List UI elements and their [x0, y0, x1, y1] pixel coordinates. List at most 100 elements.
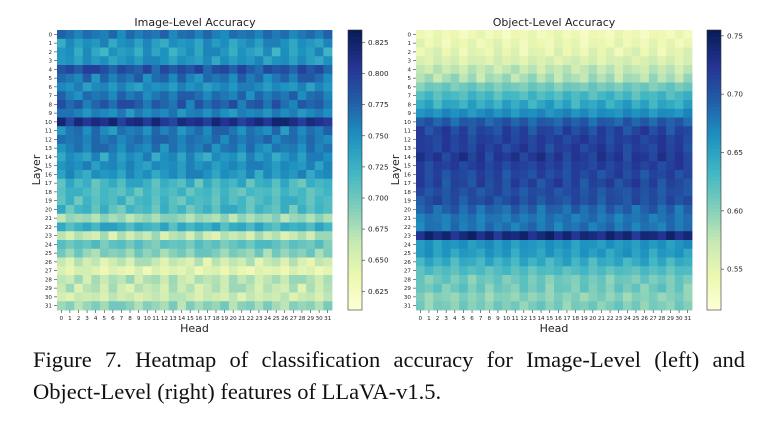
- heatmap-cell: [306, 178, 316, 188]
- heatmap-cell: [485, 292, 495, 302]
- heatmap-cell: [263, 91, 273, 101]
- heatmap-cell: [108, 266, 118, 276]
- heatmap-cell: [142, 117, 152, 127]
- heatmap-cell: [314, 275, 324, 285]
- heatmap-cell: [502, 170, 512, 180]
- heatmap-cell: [125, 196, 135, 206]
- heatmap-cell: [683, 56, 693, 66]
- heatmap-cell: [528, 91, 538, 101]
- heatmap-cell: [510, 187, 520, 197]
- heatmap-cell: [108, 91, 118, 101]
- x-tick-label: 21: [238, 316, 246, 322]
- heatmap-cell: [220, 56, 230, 66]
- heatmap-cell: [194, 30, 204, 40]
- heatmap-cell: [306, 231, 316, 241]
- colorbar-tick-label: 0.55: [727, 265, 743, 274]
- heatmap-cell: [271, 213, 281, 223]
- heatmap-cell: [108, 275, 118, 285]
- heatmap-cell: [271, 152, 281, 162]
- heatmap-cell: [571, 152, 581, 162]
- x-axis-label: Head: [540, 322, 569, 335]
- heatmap-cell: [108, 257, 118, 267]
- heatmap-cell: [91, 257, 101, 267]
- heatmap-cell: [263, 73, 273, 83]
- heatmap-cell: [562, 143, 572, 153]
- heatmap-cell: [623, 196, 633, 206]
- heatmap-cell: [554, 38, 564, 48]
- heatmap-cell: [674, 222, 684, 232]
- heatmap-cell: [289, 47, 299, 57]
- heatmap-cell: [528, 178, 538, 188]
- heatmap-cell: [648, 30, 658, 40]
- heatmap-cell: [65, 30, 75, 40]
- heatmap-cell: [297, 257, 307, 267]
- heatmap-cell: [467, 222, 477, 232]
- heatmap-cell: [571, 100, 581, 110]
- heatmap-cell: [657, 126, 667, 136]
- y-tick-label: 19: [45, 199, 53, 205]
- heatmap-cell: [554, 108, 564, 118]
- heatmap-cell: [554, 231, 564, 241]
- heatmap-cell: [554, 161, 564, 171]
- heatmap-cell: [57, 100, 66, 110]
- heatmap-cell: [237, 170, 247, 180]
- heatmap-cell: [571, 178, 581, 188]
- heatmap-cell: [108, 187, 118, 197]
- heatmap-cell: [528, 135, 538, 145]
- heatmap-cell: [99, 275, 109, 285]
- heatmap-cell: [185, 47, 195, 57]
- heatmap-cell: [125, 178, 135, 188]
- heatmap-cell: [485, 30, 495, 40]
- heatmap-cell: [151, 47, 161, 57]
- heatmap-cell: [519, 283, 529, 293]
- x-tick-label: 9: [137, 316, 141, 322]
- heatmap-cell: [263, 152, 273, 162]
- heatmap-cell: [125, 126, 135, 136]
- heatmap-cell: [476, 178, 486, 188]
- heatmap-cell: [177, 65, 187, 75]
- heatmap-cell: [271, 82, 281, 92]
- heatmap-cell: [545, 47, 555, 57]
- heatmap-cell: [467, 152, 477, 162]
- heatmap-cell: [142, 222, 152, 232]
- colorbar-segment: [707, 152, 721, 157]
- heatmap-cell: [528, 301, 538, 311]
- heatmap-cell: [74, 152, 84, 162]
- heatmap-cell: [545, 126, 555, 136]
- heatmap-cell: [65, 82, 75, 92]
- heatmap-cell: [416, 257, 426, 267]
- heatmap-cell: [271, 292, 281, 302]
- heatmap-cell: [203, 117, 213, 127]
- heatmap-cell: [237, 91, 247, 101]
- colorbar-segment: [348, 292, 362, 297]
- heatmap-cell: [623, 100, 633, 110]
- heatmap-cell: [134, 275, 144, 285]
- colorbar-segment: [707, 135, 721, 139]
- x-tick-label: 12: [520, 316, 527, 322]
- heatmap-cell: [519, 100, 529, 110]
- heatmap-cell: [519, 47, 529, 57]
- y-tick-label: 11: [45, 129, 53, 135]
- heatmap-cell: [485, 178, 495, 188]
- colorbar-segment: [348, 86, 362, 90]
- heatmap-cell: [246, 178, 256, 188]
- heatmap-cell: [125, 91, 135, 101]
- heatmap-cell: [151, 108, 161, 118]
- heatmap-cell: [108, 82, 118, 92]
- heatmap-cell: [666, 222, 676, 232]
- heatmap-cell: [211, 196, 221, 206]
- heatmap-cell: [203, 108, 213, 118]
- y-tick-label: 26: [45, 260, 53, 266]
- x-tick-label: 3: [85, 316, 89, 322]
- heatmap-cell: [493, 196, 503, 206]
- heatmap-cell: [657, 292, 667, 302]
- heatmap-cell: [510, 135, 520, 145]
- heatmap-cell: [467, 248, 477, 258]
- heatmap-cell: [168, 82, 178, 92]
- heatmap-cell: [536, 117, 546, 127]
- colorbar-segment: [707, 138, 721, 143]
- colorbar-segment: [707, 243, 721, 248]
- heatmap-cell: [554, 301, 564, 311]
- heatmap-cell: [82, 205, 92, 215]
- heatmap-cell: [142, 178, 152, 188]
